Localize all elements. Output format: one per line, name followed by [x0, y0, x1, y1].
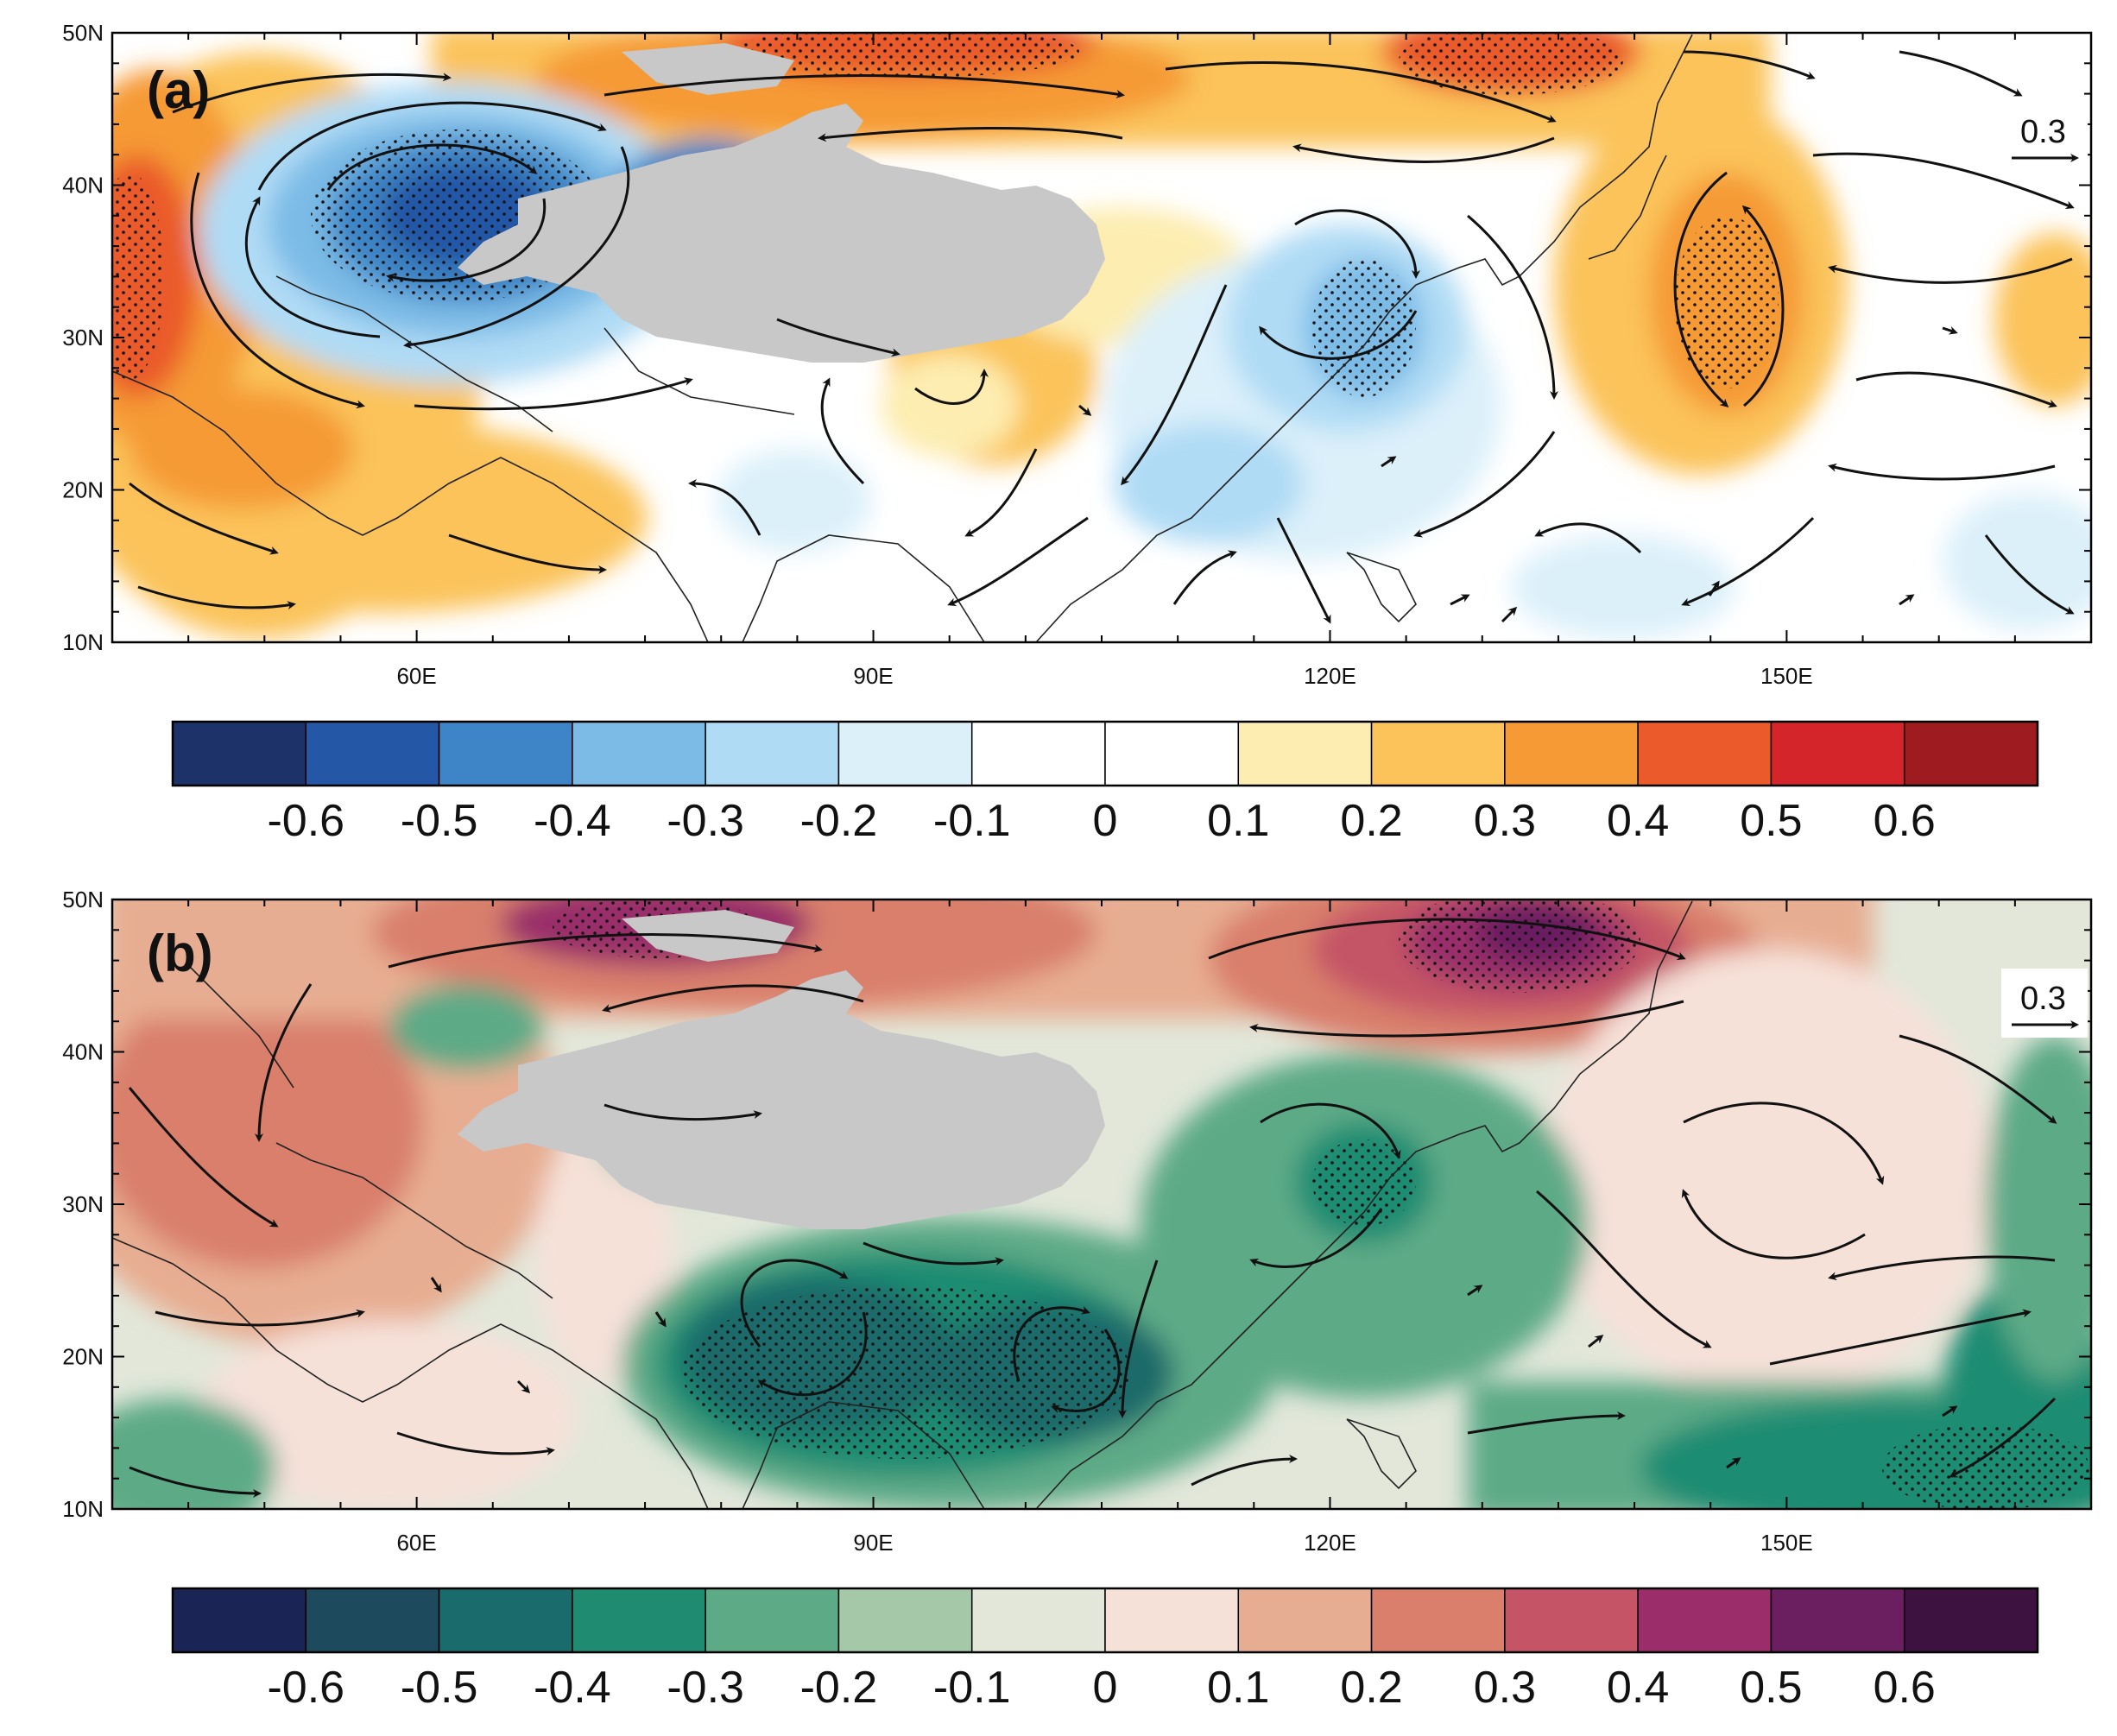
longitude-tick-label: 150E [1760, 1530, 1813, 1556]
panel-a-latitude-axis: 50N 40N 30N 20N 10N [62, 20, 104, 655]
colorbar-swatch [1504, 1588, 1639, 1653]
colorbar-tick-label: -0.4 [534, 1663, 611, 1713]
colorbar-swatch [705, 1588, 840, 1653]
longitude-tick-label: 120E [1304, 663, 1356, 689]
colorbar-tick-label: 0.4 [1607, 796, 1669, 846]
colorbar-tick-label: 0.6 [1874, 796, 1936, 846]
panel-a-colorbar: -0.6 -0.5 -0.4 -0.3 -0.2 -0.1 0 0.1 0.2 0.3 0.4 0.5… [171, 720, 2039, 846]
colorbar-swatch [305, 721, 440, 786]
colorbar-tick-label: -0.5 [401, 796, 478, 846]
colorbar-swatch [1637, 721, 1773, 786]
colorbar-swatch [837, 721, 973, 786]
latitude-tick-label: 10N [62, 1496, 104, 1522]
plateau-mask [458, 970, 1105, 1229]
colorbar-swatch [970, 721, 1106, 786]
latitude-tick-label: 40N [62, 1039, 104, 1065]
colorbar-tick-label: -0.1 [933, 796, 1011, 846]
colorbar-swatch [1104, 1588, 1240, 1653]
panel-a-longitude-axis: 60E 90E 120E 150E [396, 663, 1812, 689]
colorbar-tick-label: 0.3 [1474, 796, 1536, 846]
latitude-tick-label: 10N [62, 629, 104, 655]
colorbar-swatch [572, 1588, 706, 1653]
colorbar-swatch [837, 1588, 973, 1653]
colorbar-swatch [1770, 721, 1905, 786]
longitude-tick-label: 150E [1760, 663, 1813, 689]
colorbar-tick-label: 0.1 [1207, 1663, 1269, 1713]
colorbar-swatch [705, 721, 840, 786]
longitude-tick-label: 60E [396, 663, 436, 689]
colorbar-tick-label: 0.6 [1874, 1663, 1936, 1713]
colorbar-swatch [970, 1588, 1106, 1653]
colorbar-tick-label: -0.1 [933, 1663, 1011, 1713]
colorbar-swatch [1903, 721, 2038, 786]
panel-a-reference-vector: 0.3 [2001, 102, 2088, 171]
colorbar-tick-label: -0.2 [800, 796, 878, 846]
longitude-tick-label: 60E [396, 1530, 436, 1556]
colorbar-tick-label: -0.6 [267, 796, 344, 846]
colorbar-tick-label: -0.2 [800, 1663, 878, 1713]
panel-b-label: (b) [147, 925, 213, 982]
colorbar-swatch [572, 721, 706, 786]
plateau-mask [458, 104, 1105, 363]
colorbar-tick-label: -0.3 [667, 796, 744, 846]
colorbar-swatch [1370, 721, 1506, 786]
longitude-tick-label: 120E [1304, 1530, 1356, 1556]
panel-b-field [112, 900, 2091, 1509]
latitude-tick-label: 40N [62, 173, 104, 199]
colorbar-swatch [1637, 1588, 1773, 1653]
colorbar-tick-label: -0.5 [401, 1663, 478, 1713]
colorbar-tick-label: 0 [1093, 1663, 1118, 1713]
panel-b-longitude-axis: 60E 90E 120E 150E [396, 1530, 1812, 1556]
colorbar-tick-label: -0.4 [534, 796, 611, 846]
panel-b-latitude-axis: 50N 40N 30N 20N 10N [62, 887, 104, 1522]
reference-vector-label: 0.3 [2020, 981, 2066, 1017]
colorbar-swatch [1370, 1588, 1506, 1653]
latitude-tick-label: 30N [62, 1191, 104, 1217]
colorbar-tick-label: 0.5 [1740, 1663, 1802, 1713]
colorbar-tick-label: 0.1 [1207, 796, 1269, 846]
colorbar-swatch [1237, 721, 1373, 786]
colorbar-swatch [1903, 1588, 2038, 1653]
colorbar-tick-label: 0.2 [1340, 1663, 1402, 1713]
colorbar-swatch [305, 1588, 440, 1653]
colorbar-swatch [438, 1588, 573, 1653]
latitude-tick-label: 30N [62, 325, 104, 350]
colorbar-tick-label: 0.5 [1740, 796, 1802, 846]
colorbar-swatch [1504, 721, 1639, 786]
panel-a: (a) 0.3 50N 40N 30N 20N 10N 60E 90E 120E 150E -… [62, 20, 2093, 846]
colorbar-swatch [1104, 721, 1240, 786]
colorbar-swatch [1237, 1588, 1373, 1653]
colorbar-tick-label: 0 [1093, 796, 1118, 846]
latitude-tick-label: 50N [62, 887, 104, 912]
colorbar-swatch [172, 721, 307, 786]
colorbar-tick-label: 0.4 [1607, 1663, 1669, 1713]
reference-vector-label: 0.3 [2020, 114, 2066, 150]
colorbar-tick-label: -0.6 [267, 1663, 344, 1713]
colorbar-tick-label: 0.2 [1340, 796, 1402, 846]
latitude-tick-label: 20N [62, 1344, 104, 1370]
panel-b: (b) 0.3 50N 40N 30N 20N 10N 60E 90E 120E 150E -… [62, 887, 2093, 1713]
panel-b-colorbar: -0.6 -0.5 -0.4 -0.3 -0.2 -0.1 0 0.1 0.2 0.3 0.4 0.5… [171, 1587, 2039, 1713]
colorbar-swatch [172, 1588, 307, 1653]
colorbar-tick-label: -0.3 [667, 1663, 744, 1713]
colorbar-tick-label: 0.3 [1474, 1663, 1536, 1713]
longitude-tick-label: 90E [853, 1530, 893, 1556]
latitude-tick-label: 50N [62, 20, 104, 46]
panel-a-label: (a) [147, 61, 210, 119]
longitude-tick-label: 90E [853, 663, 893, 689]
panel-a-field [112, 33, 2091, 642]
panel-b-reference-vector: 0.3 [2001, 969, 2088, 1038]
colorbar-swatch [1770, 1588, 1905, 1653]
latitude-tick-label: 20N [62, 477, 104, 503]
colorbar-swatch [438, 721, 573, 786]
